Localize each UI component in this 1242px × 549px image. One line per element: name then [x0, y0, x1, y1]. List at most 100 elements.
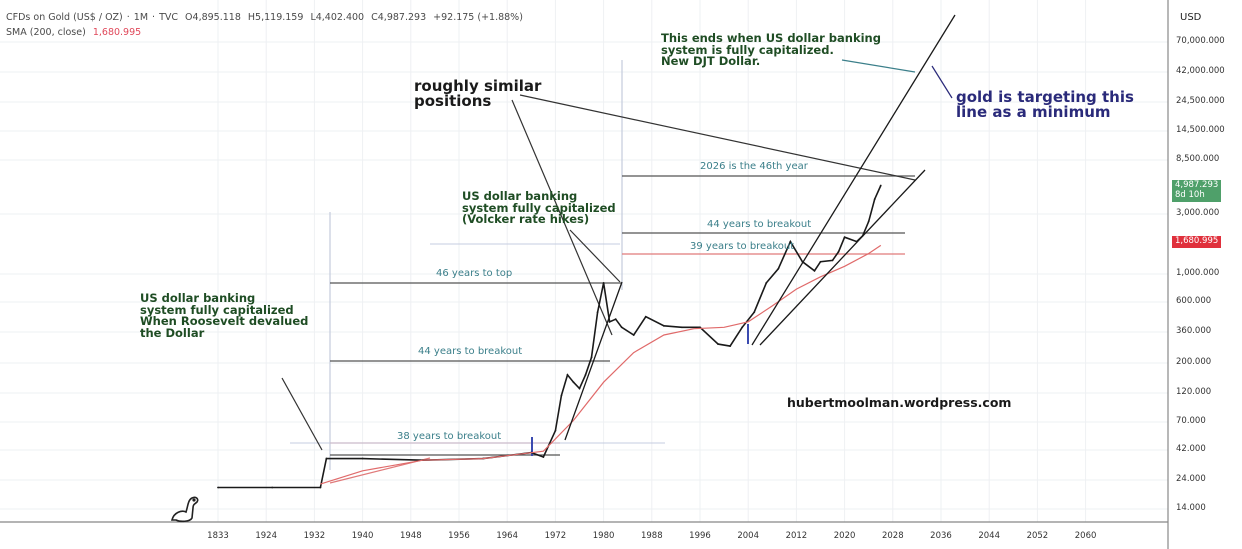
data-point	[602, 282, 605, 284]
y-tick-label: 360.000	[1176, 326, 1212, 336]
x-tick-label: 1956	[448, 531, 470, 541]
y-tick-label: 42,000.000	[1176, 66, 1225, 76]
indicator-name[interactable]: SMA (200, close)	[6, 27, 86, 38]
x-tick-label: 2052	[1026, 531, 1049, 541]
data-point	[717, 343, 719, 345]
ohlc-high: H5,119.159	[247, 12, 304, 23]
x-tick-label: 2012	[785, 531, 808, 541]
data-point	[614, 318, 617, 321]
series-line-gold-price[interactable]	[218, 185, 882, 489]
arrow-similar-to-1980	[511, 99, 613, 336]
x-tick-label: 2020	[833, 531, 856, 541]
annotation-similar-positions: roughly similar positions	[414, 77, 542, 110]
current-price-value: 4,987.293	[1175, 180, 1219, 190]
x-tick-label: 1964	[496, 531, 519, 541]
data-point	[699, 326, 701, 329]
price-change: +92.175 (+1.88%)	[433, 12, 523, 23]
ohlc-low: L4,402.400	[310, 12, 365, 23]
y-tick-label: 42.000	[1176, 444, 1206, 454]
sma-price-badge: 1,680.995	[1172, 236, 1222, 248]
bar-countdown: 8d 10h	[1175, 189, 1205, 200]
arrow-roosevelt	[281, 377, 323, 451]
label-38-years-breakout: 38 years to breakout	[397, 431, 502, 442]
data-point	[765, 282, 768, 284]
data-point	[837, 250, 840, 253]
data-point	[608, 320, 611, 323]
data-point	[681, 326, 683, 329]
data-point	[590, 356, 593, 359]
y-tick-label: 8,500.000	[1176, 154, 1220, 164]
data-point	[632, 334, 635, 336]
label-39-years-breakout: 39 years to breakout	[690, 241, 795, 252]
y-tick-label: 24,500.000	[1176, 96, 1225, 106]
y-tick-label: 14.000	[1176, 503, 1206, 513]
y-tick-label: 70.000	[1176, 416, 1206, 426]
data-point	[741, 326, 744, 329]
y-tick-label: 24.000	[1176, 474, 1206, 484]
sma-price-value: 1,680.995	[1175, 236, 1219, 246]
horizontal-measure-lines	[281, 59, 953, 484]
arrow-similar-to-2026	[519, 94, 916, 181]
series-line-sma[interactable]	[320, 244, 882, 485]
y-tick-label: 3,000.000	[1176, 208, 1220, 218]
data-point	[753, 311, 756, 314]
data-point	[873, 198, 876, 200]
data-point	[361, 457, 364, 460]
data-point	[662, 324, 665, 327]
data-point	[319, 486, 322, 489]
x-tick-label: 1940	[351, 531, 374, 541]
y-tick-label: 120.000	[1176, 387, 1212, 397]
data-point	[843, 236, 846, 239]
trendline-upper-channel[interactable]	[759, 169, 926, 346]
data-point	[578, 387, 581, 390]
x-tick-label: 1972	[544, 531, 567, 541]
data-point	[777, 267, 780, 270]
data-point	[819, 260, 822, 263]
data-point	[644, 315, 647, 318]
x-tick-label: 2004	[737, 531, 760, 541]
current-price-badge: 4,987.293 8d 10h	[1172, 180, 1222, 202]
x-tick-label: 1833	[207, 531, 229, 541]
data-point	[789, 240, 792, 243]
label-44-years-breakout-2: 44 years to breakout	[707, 219, 812, 230]
symbol-name[interactable]: CFDs on Gold (US$ / OZ)	[6, 12, 123, 23]
data-point	[325, 457, 328, 460]
arrow-gold-target	[931, 65, 953, 99]
annotation-roosevelt: US dollar banking system fully capitaliz…	[140, 291, 309, 340]
data-point	[217, 486, 219, 489]
indicator-value: 1,680.995	[92, 27, 142, 38]
label-46th-year: 2026 is the 46th year	[700, 161, 808, 172]
x-tick-label: 1948	[399, 531, 422, 541]
symbol-header: CFDs on Gold (US$ / OZ) · 1M · TVC O4,895.11…	[6, 12, 523, 23]
data-point	[542, 456, 545, 458]
label-46-years-top: 46 years to top	[436, 268, 513, 279]
ohlc-open: O4,895.118	[185, 12, 241, 23]
data-point	[566, 373, 569, 376]
data-point	[879, 184, 882, 187]
y-tick-label: 1,000.000	[1176, 268, 1220, 278]
x-tick-label: 1988	[640, 531, 663, 541]
data-point	[620, 326, 623, 329]
y-tick-label: 70,000.000	[1176, 36, 1225, 46]
trendlines	[564, 14, 956, 441]
data-point	[813, 269, 816, 272]
y-tick-label: 200.000	[1176, 357, 1212, 367]
annotation-volcker: US dollar banking system fully capitaliz…	[462, 189, 616, 226]
tradingview-logo-icon	[170, 496, 199, 523]
x-tick-label: 1996	[689, 531, 711, 541]
data-point	[560, 394, 563, 397]
data-point	[867, 220, 870, 223]
x-tick-label: 1932	[303, 531, 326, 541]
annotation-djt-dollar: This ends when US dollar banking system …	[661, 31, 881, 68]
currency-label[interactable]: USD	[1180, 12, 1202, 23]
x-tick-label: 2028	[881, 531, 904, 541]
trendline-steep[interactable]	[751, 14, 956, 346]
trendline-1970s[interactable]	[564, 281, 623, 441]
interval[interactable]: 1M	[133, 12, 149, 23]
data-point	[831, 259, 834, 262]
data-point	[271, 486, 274, 489]
data-point	[584, 373, 587, 376]
x-tick-label: 1980	[592, 531, 615, 541]
watermark-url: hubertmoolman.wordpress.com	[787, 395, 1012, 410]
